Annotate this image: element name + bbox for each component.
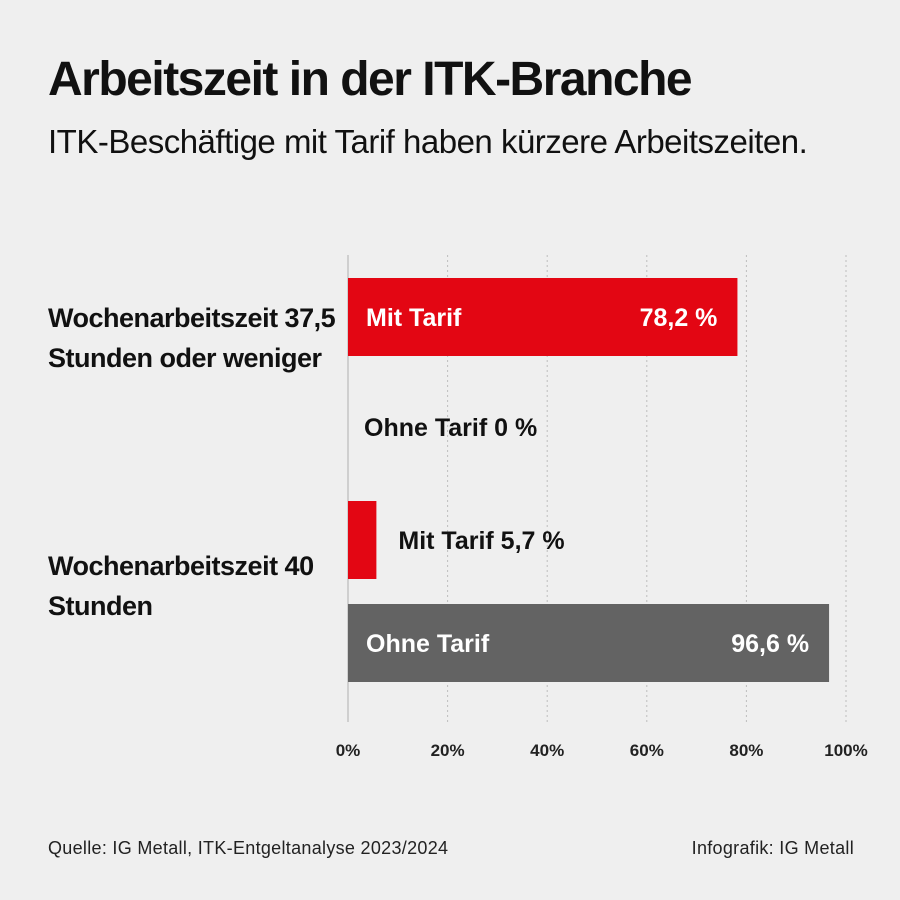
bar-series-label: Mit Tarif [366,304,462,332]
x-tick-label: 20% [431,741,465,760]
credit-note: Infografik: IG Metall [691,838,854,858]
source-note: Quelle: IG Metall, ITK-Entgeltanalyse 20… [48,838,449,858]
group-label-40-hours: Wochenarbeitszeit 40 Stunden [48,551,314,621]
chart-subtitle: ITK-Beschäftige mit Tarif haben kürzere … [48,123,808,160]
x-tick-label: 100% [824,741,867,760]
x-tick-label: 60% [630,741,664,760]
bar-mit-tarif [348,278,738,356]
bars: Mit Tarif 78,2 % Ohne Tarif 0 % Mit Tarif 5… [348,278,830,682]
x-tick-label: 0% [336,741,361,760]
bar-value-label: 78,2 % [640,304,718,332]
bar-ohne-tarif [348,604,830,682]
x-tick-label: 40% [530,741,564,760]
bar-series-label: Ohne Tarif [366,630,490,658]
bar-data-label: Ohne Tarif 0 % [364,414,537,442]
bar-value-label: 96,6 % [731,630,809,658]
bar-data-label: Mit Tarif 5,7 % [398,527,564,555]
bar-mit-tarif [348,501,377,579]
x-axis-ticks: 0% 20% 40% 60% 80% 100% [336,741,868,760]
x-tick-label: 80% [729,741,763,760]
chart-title: Arbeitszeit in der ITK-Branche [48,53,693,106]
group-label-37-5-hours: Wochenarbeitszeit 37,5 Stunden oder weni… [48,303,336,373]
